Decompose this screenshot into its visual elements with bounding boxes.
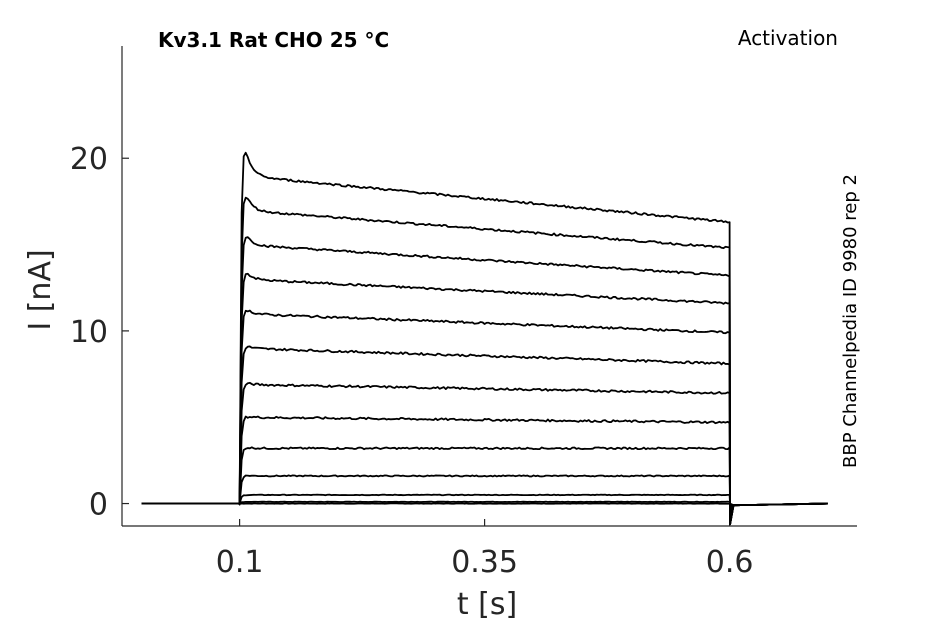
current-trace — [141, 500, 828, 507]
y-tick-label: 20 — [70, 142, 108, 177]
source-label: BBP Channelpedia ID 9980 rep 2 — [840, 174, 861, 468]
x-tick-label: 0.35 — [451, 545, 518, 580]
x-axis-label: t [s] — [457, 587, 517, 622]
y-axis-label: I [nA] — [23, 249, 58, 330]
current-trace — [141, 474, 828, 508]
current-trace — [141, 196, 828, 526]
current-trace — [141, 151, 828, 526]
current-trace — [141, 415, 828, 515]
current-trace — [141, 236, 828, 526]
current-traces — [141, 151, 828, 526]
chart-title: Kv3.1 Rat CHO 25 °C — [158, 28, 389, 52]
protocol-label: Activation — [738, 26, 838, 50]
current-trace — [141, 502, 828, 507]
current-trace — [141, 493, 828, 507]
axes — [121, 46, 857, 527]
x-tick-label: 0.1 — [216, 545, 264, 580]
y-tick-label: 10 — [70, 315, 108, 350]
current-trace — [141, 446, 828, 512]
current-trace — [141, 309, 828, 525]
y-ticks: 0 10 20 — [70, 142, 129, 523]
x-ticks: 0.1 0.35 0.6 — [216, 519, 754, 580]
current-trace — [141, 381, 828, 518]
current-trace — [141, 272, 828, 526]
y-tick-label: 0 — [89, 488, 108, 523]
x-tick-label: 0.6 — [706, 545, 754, 580]
current-trace — [141, 345, 828, 522]
